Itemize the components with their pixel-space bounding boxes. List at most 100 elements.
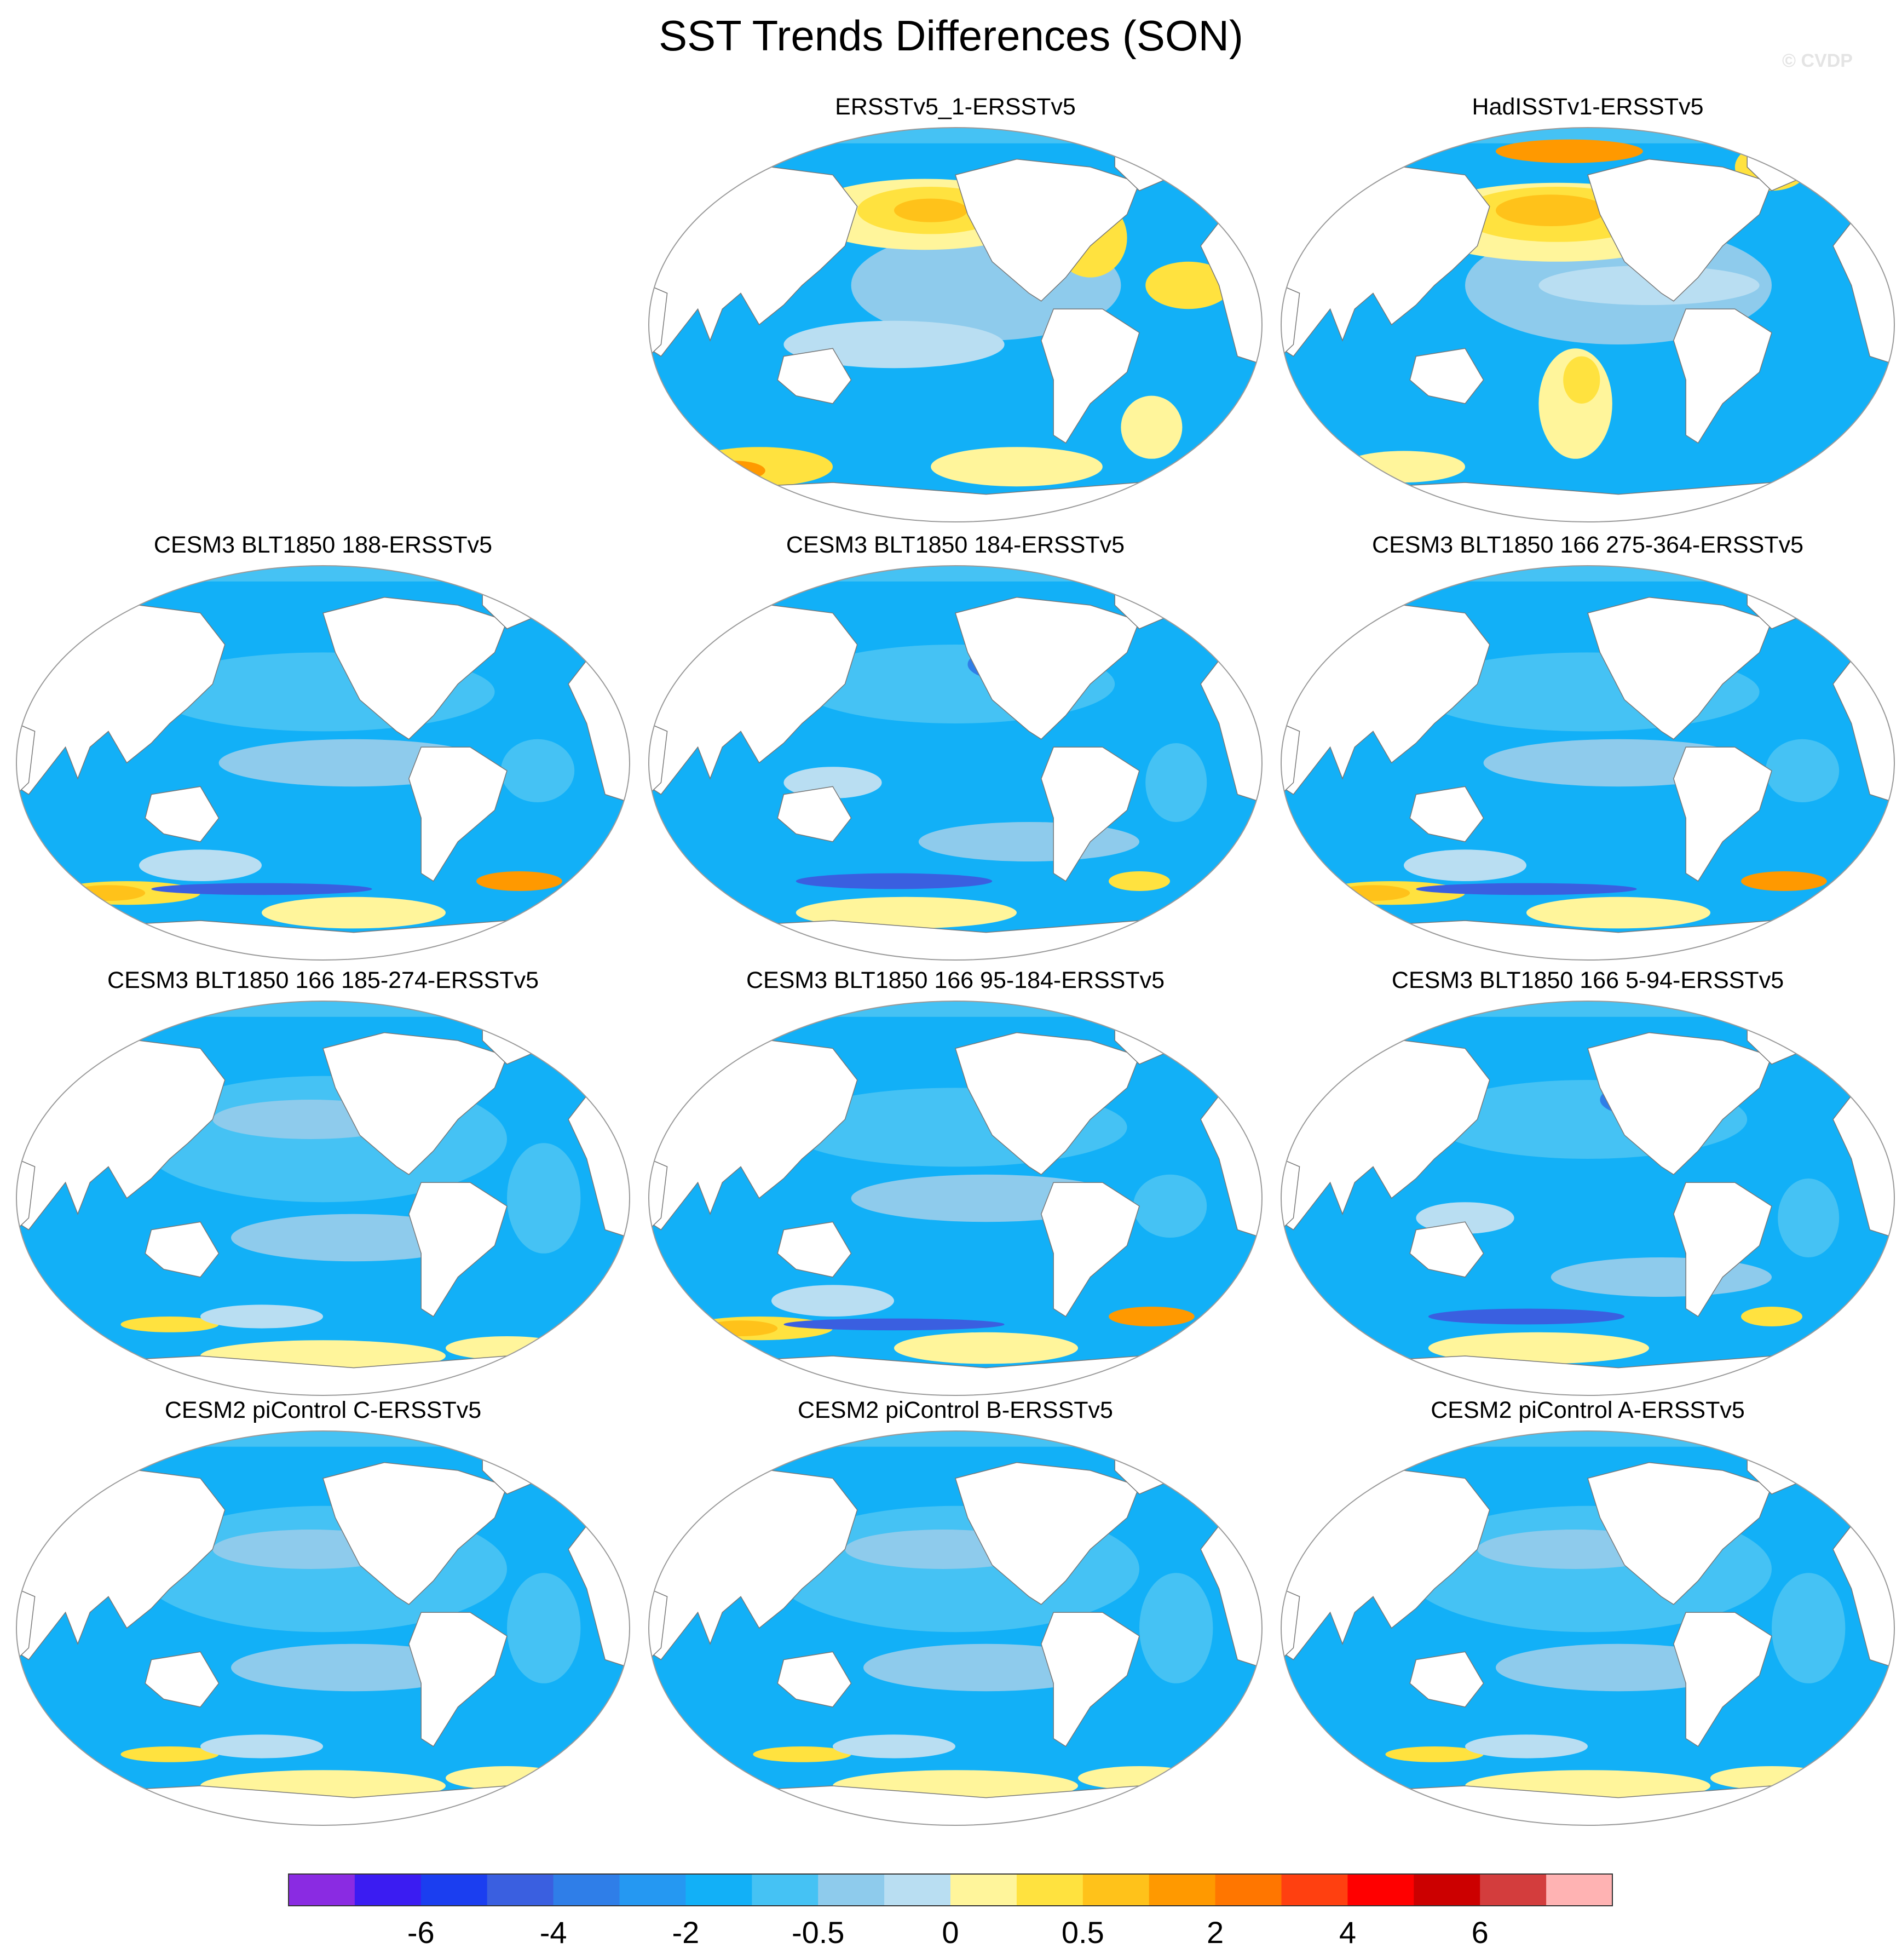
anomaly-region [120, 1746, 219, 1762]
arctic-band [1281, 1431, 1894, 1447]
arctic-band [1281, 1001, 1894, 1017]
australia-land [1409, 348, 1484, 404]
sst-map [16, 565, 630, 961]
africa-land [649, 284, 668, 358]
sst-map [648, 1001, 1263, 1396]
south-america-land [1673, 1612, 1772, 1748]
arctic-band [649, 128, 1262, 143]
south-america-land [1041, 1182, 1140, 1318]
panel-title: CESM3 BLT1850 188-ERSSTv5 [153, 532, 493, 558]
anomaly-region [1336, 885, 1410, 901]
arctic-band [649, 1431, 1262, 1447]
africa-land [16, 1588, 36, 1661]
colorbar-label: -2 [672, 1915, 700, 1950]
north-america-land [955, 596, 1140, 740]
anomaly-region [894, 198, 968, 222]
colorbar-swatch [487, 1874, 554, 1906]
north-america-land [322, 1032, 508, 1175]
colorbar-label: 0.5 [1062, 1915, 1104, 1950]
sst-map [648, 127, 1263, 522]
arctic-band [16, 566, 630, 582]
anomaly-region [1404, 849, 1526, 881]
panel-title: CESM3 BLT1850 166 95-184-ERSSTv5 [746, 967, 1165, 993]
map-panel: CESM2 piControl C-ERSSTv5 [11, 1396, 635, 1829]
map-panel: CESM3 BLT1850 184-ERSSTv5 [643, 531, 1267, 964]
australia-land [145, 786, 220, 842]
panel-title: HadISSTv1-ERSSTv5 [1472, 94, 1704, 120]
anomaly-region [1526, 896, 1710, 929]
colorbar-swatch [685, 1874, 752, 1906]
anomaly-region [1765, 739, 1840, 802]
anomaly-region [71, 885, 146, 901]
colorbar-label: 0 [942, 1915, 959, 1950]
australia-land [777, 1221, 852, 1278]
map-outline [648, 1001, 1263, 1396]
anomaly-region [931, 447, 1103, 487]
panel-title: ERSSTv5_1-ERSSTv5 [835, 94, 1076, 120]
anomaly-region [1428, 1332, 1649, 1364]
anomaly-region [139, 849, 262, 881]
anomaly-region [151, 883, 372, 895]
colorbar-swatch [950, 1874, 1017, 1906]
anomaly-region [1465, 1734, 1588, 1758]
map-panel: CESM3 BLT1850 166 95-184-ERSSTv5 [643, 967, 1267, 1399]
anomaly-region [796, 873, 993, 889]
north-america-land [955, 1462, 1140, 1605]
watermark: © CVDP [1782, 50, 1853, 71]
anomaly-region [1538, 266, 1760, 305]
anomaly-region [200, 1304, 323, 1329]
anomaly-region [500, 739, 575, 802]
colorbar-label: -6 [407, 1915, 435, 1950]
panel-title: CESM3 BLT1850 184-ERSSTv5 [786, 532, 1125, 558]
anomaly-region [507, 1143, 581, 1254]
colorbar-swatch [1414, 1874, 1480, 1906]
anomaly-region [771, 1285, 894, 1317]
australia-land [1409, 786, 1484, 842]
north-america-land [1587, 1032, 1772, 1175]
sst-map [1281, 565, 1895, 961]
sst-map [1281, 1001, 1895, 1396]
australia-land [1409, 1221, 1484, 1278]
map-panel: CESM2 piControl B-ERSSTv5 [643, 1396, 1267, 1829]
colorbar-swatch [818, 1874, 885, 1906]
anomaly-region [796, 896, 1017, 929]
anomaly-region [1342, 451, 1465, 482]
map-outline [1281, 565, 1895, 961]
map-panel: CESM3 BLT1850 166 275-364-ERSSTv5 [1276, 531, 1900, 964]
colorbar-label: 6 [1472, 1915, 1489, 1950]
panel-title: CESM2 piControl C-ERSSTv5 [164, 1397, 482, 1423]
colorbar-label: -4 [540, 1915, 567, 1950]
colorbar-swatch [752, 1874, 819, 1906]
anomaly-region [1772, 1573, 1846, 1683]
arctic-band [649, 566, 1262, 582]
north-america-land [955, 158, 1140, 302]
map-outline [1281, 1430, 1895, 1826]
map-panel: HadISSTv1-ERSSTv5 [1276, 93, 1900, 526]
sst-map [1281, 1430, 1895, 1826]
colorbar-frame [288, 1873, 1613, 1906]
north-america-land [1587, 158, 1772, 302]
figure-title: SST Trends Differences (SON) [659, 12, 1243, 60]
africa-land [1281, 1588, 1300, 1661]
africa-land [16, 722, 36, 796]
anomaly-region [1778, 1179, 1840, 1257]
anomaly-region [120, 1317, 219, 1332]
anomaly-region [1385, 1746, 1484, 1762]
colorbar-swatch [289, 1874, 355, 1906]
anomaly-region [1416, 883, 1637, 895]
anomaly-region [1133, 1174, 1207, 1238]
sst-map [648, 1430, 1263, 1826]
anomaly-region [1109, 871, 1170, 891]
anomaly-region [753, 1746, 851, 1762]
africa-land [1281, 722, 1300, 796]
sst-map [1281, 127, 1895, 522]
australia-land [777, 1651, 852, 1708]
africa-land [649, 722, 668, 796]
australia-land [145, 1221, 220, 1278]
south-america-land [408, 746, 508, 882]
australia-land [145, 1651, 220, 1708]
panel-title: CESM3 BLT1850 166 5-94-ERSSTv5 [1391, 967, 1784, 993]
colorbar-swatch [1347, 1874, 1414, 1906]
map-panel: CESM3 BLT1850 166 5-94-ERSSTv5 [1276, 967, 1900, 1399]
map-outline [1281, 127, 1895, 522]
